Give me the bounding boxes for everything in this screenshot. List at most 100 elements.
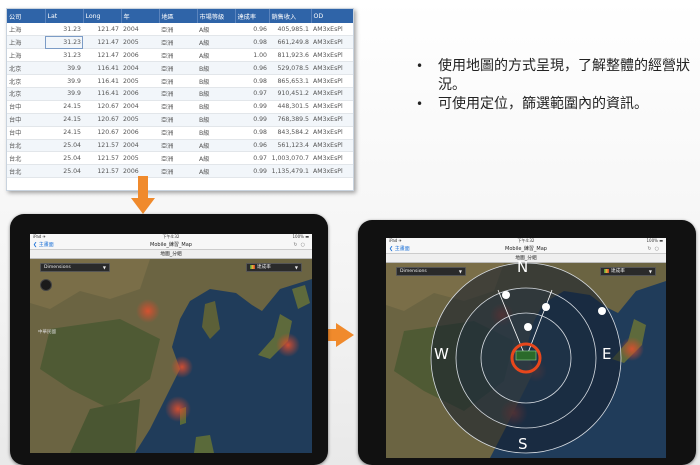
table-cell[interactable]: B級 [197,74,235,88]
table-cell[interactable]: 405,985.1 [269,23,311,37]
table-cell[interactable]: 2006 [121,126,159,140]
table-cell[interactable]: AM3xEsPl [311,151,353,166]
table-cell[interactable]: 亞洲 [159,35,197,50]
table-cell[interactable]: B級 [197,126,235,140]
table-cell[interactable]: 0.99 [235,164,269,179]
table-cell[interactable]: 2005 [121,113,159,127]
table-cell[interactable]: 台中 [7,100,45,114]
table-cell[interactable]: 北京 [7,87,45,101]
table-cell[interactable]: 1,135,479.1 [269,164,311,179]
table-cell[interactable]: B級 [197,113,235,127]
table-cell[interactable]: 121.47 [83,23,121,37]
table-cell[interactable]: 843,584.2 [269,126,311,140]
table-cell[interactable]: 121.57 [83,164,121,179]
table-row[interactable]: 上海 31.23 121.47 2005 亞洲 A級 0.98 661,249.8 AM3xEs… [7,35,353,50]
map-view[interactable]: N S E W Dimensions ▼ 達成率 ▼ [386,258,666,458]
radius-handle[interactable] [598,307,606,315]
map-hotspot[interactable] [165,396,191,422]
table-cell[interactable]: 2006 [121,164,159,179]
table-cell[interactable]: A級 [197,23,235,37]
column-header[interactable]: OD [311,9,353,23]
settings-icon[interactable]: ○ [300,242,308,248]
column-header[interactable]: 公司 [7,9,46,23]
table-row[interactable]: 台中 24.15 120.67 2006 亞洲 B級 0.98 843,584.2 AM3xEs… [7,126,353,140]
table-row[interactable]: 北京 39.9 116.41 2006 亞洲 B級 0.97 910,451.2 AM3xEsP… [7,87,353,101]
table-cell[interactable]: AM3xEsPl [311,23,353,37]
table-cell[interactable]: 121.47 [83,48,121,63]
table-cell[interactable]: 北京 [7,74,45,88]
table-cell[interactable]: 910,451.2 [269,87,311,101]
map-hotspot[interactable] [620,337,644,361]
satellite-map[interactable] [386,263,666,458]
table-cell[interactable]: 台北 [7,164,45,179]
table-cell[interactable]: 亞洲 [159,74,197,88]
table-cell[interactable]: AM3xEsPl [311,139,353,153]
radius-handle[interactable] [502,291,510,299]
column-header[interactable]: 達成率 [235,9,270,23]
table-cell[interactable]: AM3xEsPl [311,113,353,127]
table-cell[interactable]: 亞洲 [159,151,197,166]
table-cell[interactable]: A級 [197,48,235,63]
satellite-map[interactable] [30,259,312,453]
table-cell[interactable]: 116.41 [83,74,121,88]
table-cell[interactable]: 0.99 [235,113,269,127]
measure-dropdown[interactable]: 達成率 ▼ [246,263,302,272]
dimensions-dropdown[interactable]: Dimensions ▼ [396,267,466,276]
table-cell[interactable]: 661,249.8 [269,35,311,50]
locate-button[interactable] [40,279,52,291]
table-cell[interactable]: 865,653.1 [269,74,311,88]
table-cell[interactable]: 亞洲 [159,87,197,101]
column-header[interactable]: Lat [45,9,84,23]
map-view[interactable]: Dimensions ▼ 達成率 ▼ 中華民國 [30,259,312,453]
column-header[interactable]: 年 [121,9,160,23]
table-row[interactable]: 北京 39.9 116.41 2005 亞洲 B級 0.98 865,653.1 AM3xEsP… [7,74,353,88]
table-cell[interactable]: 2006 [121,48,159,63]
table-cell[interactable]: 39.9 [45,61,83,76]
table-cell[interactable]: AM3xEsPl [311,100,353,114]
table-row[interactable]: 台中 24.15 120.67 2005 亞洲 B級 0.99 768,389.5 AM3xEs… [7,113,353,127]
radius-handle[interactable] [524,323,532,331]
radius-handle[interactable] [542,303,550,311]
map-hotspot[interactable] [276,333,300,357]
table-row[interactable]: 台中 24.15 120.67 2004 亞洲 B級 0.99 448,301.5 AM3xEs… [7,100,353,114]
table-cell[interactable]: 39.9 [45,74,83,88]
table-cell[interactable]: 0.97 [235,151,269,166]
column-header[interactable]: 市場等級 [197,9,236,23]
table-cell[interactable]: A級 [197,35,235,50]
table-cell[interactable]: 0.98 [235,74,269,88]
table-cell[interactable]: 24.15 [45,100,83,114]
table-cell[interactable]: 25.04 [45,164,83,179]
table-cell[interactable]: 亞洲 [159,164,197,179]
table-row[interactable]: 台北 25.04 121.57 2006 亞洲 A級 0.99 1,135,479.1 AM3x… [7,164,353,179]
table-cell[interactable]: 120.67 [83,126,121,140]
table-cell[interactable]: 2004 [121,61,159,76]
table-cell[interactable]: 31.23 [45,23,83,37]
table-cell[interactable]: A級 [197,139,235,153]
table-cell[interactable]: 亞洲 [159,23,197,37]
table-cell[interactable]: 25.04 [45,151,83,166]
table-cell[interactable]: 上海 [7,35,45,50]
table-cell[interactable]: B級 [197,87,235,101]
table-cell[interactable]: 2005 [121,35,159,50]
table-cell[interactable]: 台中 [7,113,45,127]
table-cell[interactable]: 121.57 [83,139,121,153]
table-cell[interactable]: 121.47 [83,35,121,50]
table-cell[interactable]: 768,389.5 [269,113,311,127]
table-cell[interactable]: 亞洲 [159,61,197,76]
back-button[interactable]: ❮ 主畫面 [33,242,54,248]
table-cell[interactable]: AM3xEsPl [311,48,353,63]
table-cell[interactable]: 31.23 [45,48,83,63]
table-cell[interactable]: 529,078.5 [269,61,311,76]
table-cell[interactable]: 24.15 [45,126,83,140]
table-cell[interactable]: 0.98 [235,126,269,140]
table-cell[interactable]: 561,123.4 [269,139,311,153]
table-cell[interactable]: A級 [197,164,235,179]
table-cell[interactable]: 0.96 [235,61,269,76]
table-cell[interactable]: 448,301.5 [269,100,311,114]
table-cell[interactable]: 24.15 [45,113,83,127]
column-header[interactable]: 銷售收入 [269,9,312,23]
table-cell[interactable]: AM3xEsPl [311,74,353,88]
table-row[interactable]: 北京 39.9 116.41 2004 亞洲 B級 0.96 529,078.5 AM3xEsP… [7,61,353,76]
refresh-icon[interactable]: ↻ [293,242,301,248]
table-row[interactable]: 台北 25.04 121.57 2004 亞洲 A級 0.96 561,123.4 AM3xEs… [7,139,353,153]
